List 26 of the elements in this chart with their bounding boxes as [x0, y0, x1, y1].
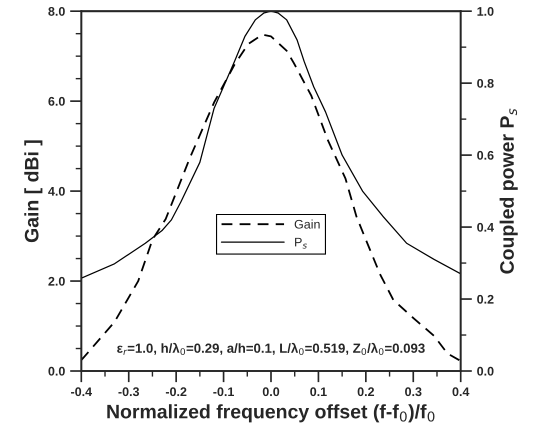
x-tick-label: 0.2	[358, 387, 374, 396]
y2-tick-label: 0.2	[477, 294, 494, 304]
y-axis-title: Gain [ dBi ]	[24, 140, 42, 242]
y-tick-label: 4.0	[48, 186, 65, 196]
y-tick-label: 0.0	[48, 366, 65, 376]
x-tick-label: -0.4	[71, 387, 92, 396]
legend-label: Gain	[294, 219, 320, 229]
y2-axis-title: Coupled power P$_{s}$	[500, 108, 518, 274]
x-axis-title: Normalized frequency offset (f-f$_{0}$)/f$_{0}$	[107, 404, 434, 422]
text: ε$_{r}$=1.0, h/λ$_{0}$=0.29, a/h=0.1, L/λ$_{0}$=0.519, Z$_{0}$/λ$_{0}$=0.093	[117, 342, 425, 356]
y2-tick-label: 1.0	[477, 6, 494, 16]
x-tick-label: 0.1	[310, 387, 327, 396]
y2-tick-label: 0.0	[477, 366, 494, 376]
y2-tick-label: 0.6	[477, 150, 494, 160]
x-tick-label: -0.2	[166, 387, 186, 396]
y-tick-label: 8.0	[48, 6, 65, 16]
y-tick-label: 6.0	[48, 96, 65, 106]
y2-tick-label: 0.8	[477, 78, 494, 88]
x-tick-label: 0.0	[262, 387, 280, 396]
x-tick-label: 0.3	[405, 387, 422, 396]
legend-label: P$_{s}$	[295, 238, 307, 249]
y-tick-label: 2.0	[48, 276, 65, 286]
x-tick-label: 0.4	[452, 387, 470, 396]
x-tick-label: -0.1	[213, 387, 234, 396]
y2-tick-label: 0.4	[477, 222, 494, 232]
x-tick-label: -0.3	[118, 387, 140, 396]
